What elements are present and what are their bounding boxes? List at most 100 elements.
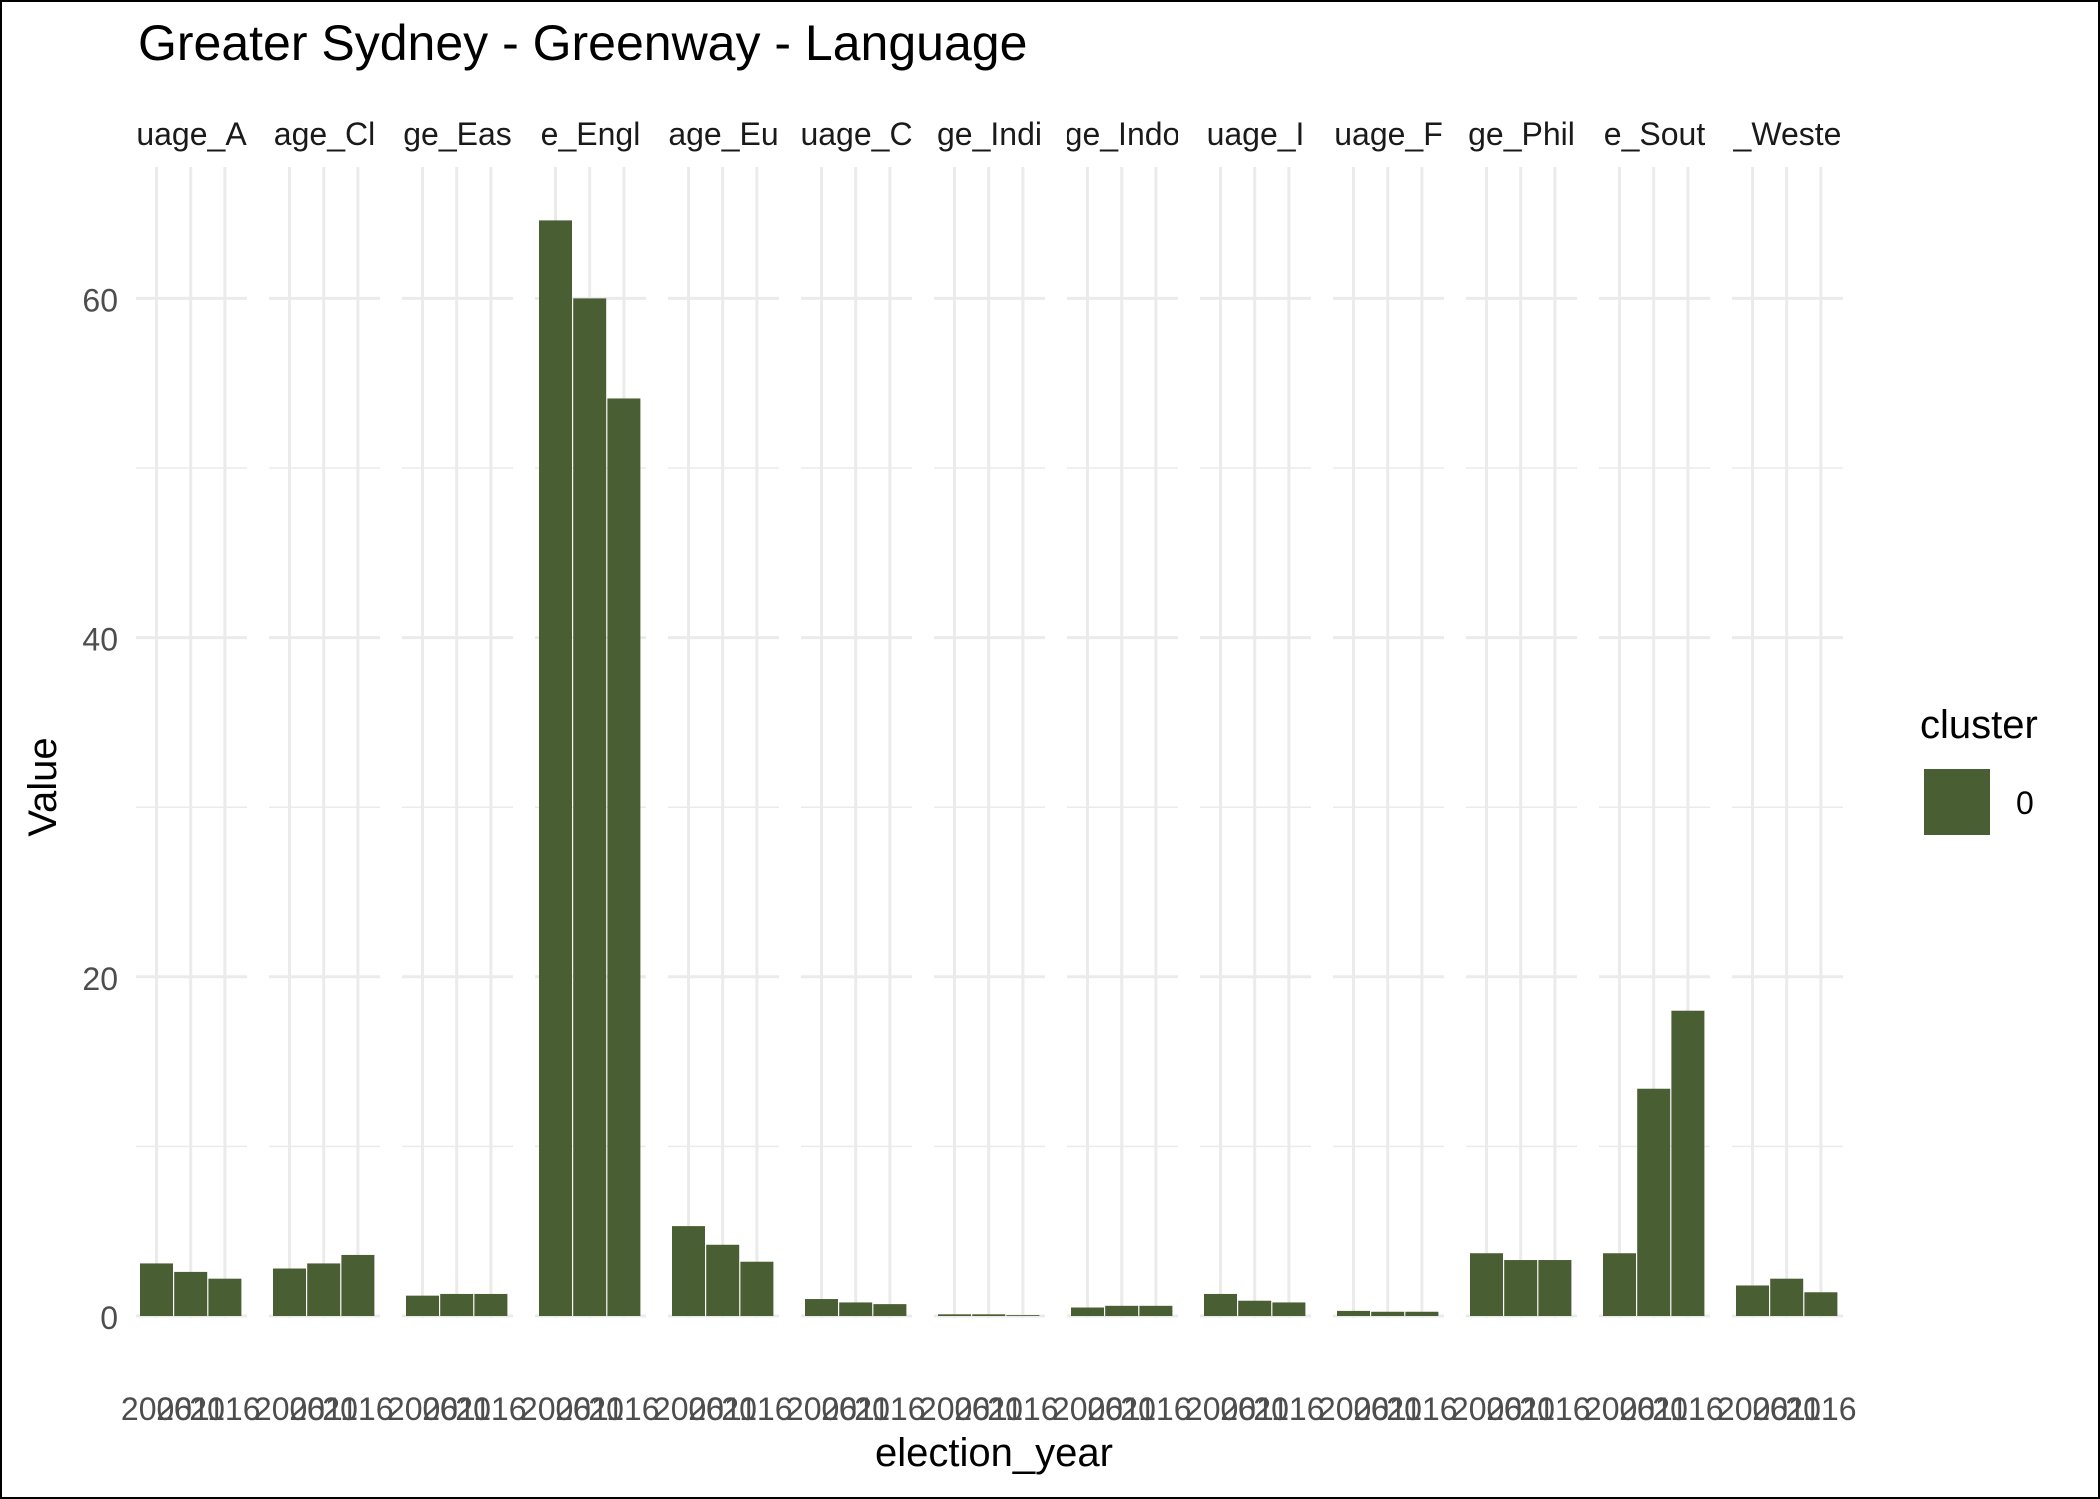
x-tick-label: 2006: [1318, 1391, 1389, 1427]
bar: [1238, 1300, 1272, 1316]
bar: [1603, 1253, 1636, 1316]
bar: [607, 398, 641, 1316]
facet-strip-label: uage_F: [1334, 116, 1443, 152]
x-axis-label: election_year: [875, 1431, 1113, 1475]
x-tick-label: 2006: [653, 1391, 724, 1427]
bar: [573, 298, 607, 1316]
x-tick-label: 2006: [387, 1391, 458, 1427]
x-tick-label: 2016: [322, 1391, 393, 1427]
facet-strip-label: age_Eu: [668, 116, 778, 152]
x-tick-label: 2016: [1652, 1391, 1723, 1427]
bar: [1371, 1311, 1405, 1316]
y-axis-label: Value: [21, 737, 65, 836]
bar: [1804, 1292, 1838, 1316]
x-tick-label: 2016: [1386, 1391, 1457, 1427]
bar: [1204, 1293, 1237, 1316]
x-tick-label: 2016: [987, 1391, 1058, 1427]
bar: [341, 1254, 375, 1316]
bar: [1337, 1310, 1370, 1316]
x-tick-label: 2011: [422, 1391, 491, 1427]
bar: [174, 1271, 208, 1316]
x-tick-label: 2016: [588, 1391, 659, 1427]
bar: [873, 1304, 907, 1316]
facet-strip-label: ge_Phil: [1468, 116, 1575, 152]
bar: [706, 1244, 740, 1316]
bar: [474, 1293, 508, 1316]
bar: [1470, 1253, 1503, 1316]
x-tick-label: 2016: [1120, 1391, 1191, 1427]
x-tick-label: 2006: [1717, 1391, 1788, 1427]
facet-strip-label: ge_Indi: [937, 116, 1042, 152]
x-tick-label: 2016: [455, 1391, 526, 1427]
x-tick-label: 2006: [786, 1391, 857, 1427]
bar: [1637, 1088, 1671, 1316]
x-tick-label: 2016: [189, 1391, 260, 1427]
x-tick-label: 2011: [1220, 1391, 1289, 1427]
legend-key-swatch: [1924, 769, 1990, 835]
bar: [839, 1302, 873, 1316]
bar: [1538, 1260, 1572, 1316]
bar: [938, 1314, 971, 1316]
bar: [1504, 1260, 1538, 1316]
facet-strip-label: ge_Indo: [1065, 116, 1181, 152]
x-tick-label: 2011: [821, 1391, 890, 1427]
x-tick-label: 2016: [721, 1391, 792, 1427]
x-tick-label: 2011: [1486, 1391, 1555, 1427]
bar: [1071, 1307, 1104, 1316]
legend: cluster 0: [1920, 703, 2038, 835]
x-tick-label: 2011: [688, 1391, 757, 1427]
x-tick-label: 2016: [854, 1391, 925, 1427]
x-tick-label: 2011: [289, 1391, 358, 1427]
facet-strip-label: uage_C: [800, 116, 912, 152]
bar: [1405, 1311, 1439, 1316]
bar: [1770, 1278, 1804, 1316]
bar: [1105, 1305, 1139, 1316]
bar: [1671, 1010, 1705, 1316]
x-tick-label: 2011: [1619, 1391, 1688, 1427]
x-tick-label: 2006: [121, 1391, 192, 1427]
legend-entry-label: 0: [2016, 785, 2034, 821]
x-tick-label: 2006: [1451, 1391, 1522, 1427]
x-tick-label: 2006: [919, 1391, 990, 1427]
x-tick-label: 2016: [1253, 1391, 1324, 1427]
facet-strip-label: uage_A: [136, 116, 247, 152]
bar: [972, 1314, 1006, 1316]
bar: [539, 220, 572, 1316]
x-tick-label: 2016: [1785, 1391, 1856, 1427]
bar: [672, 1226, 705, 1316]
y-tick-label: 20: [82, 961, 118, 997]
facets-layer: 0204060uage_A200620112016age_Cl200620112…: [82, 116, 1856, 1427]
legend-title: cluster: [1920, 703, 2038, 747]
x-tick-label: 2006: [254, 1391, 325, 1427]
x-tick-label: 2006: [1052, 1391, 1123, 1427]
bar: [1272, 1302, 1306, 1316]
bar: [1736, 1285, 1769, 1316]
x-tick-label: 2011: [156, 1391, 225, 1427]
bar: [805, 1299, 838, 1316]
bar: [1006, 1315, 1040, 1316]
facet-strip-label: e_Engl: [541, 116, 641, 152]
bar: [406, 1295, 439, 1316]
bar: [273, 1268, 306, 1316]
bar: [740, 1261, 774, 1316]
facet-strip-label: age_Cl: [274, 116, 375, 152]
facet-strip-label: uage_I: [1207, 116, 1305, 152]
bar: [307, 1263, 341, 1316]
chart-title: Greater Sydney - Greenway - Language: [138, 15, 1027, 71]
x-tick-label: 2011: [1087, 1391, 1156, 1427]
facet-strip-label: ge_Eas: [403, 116, 512, 152]
